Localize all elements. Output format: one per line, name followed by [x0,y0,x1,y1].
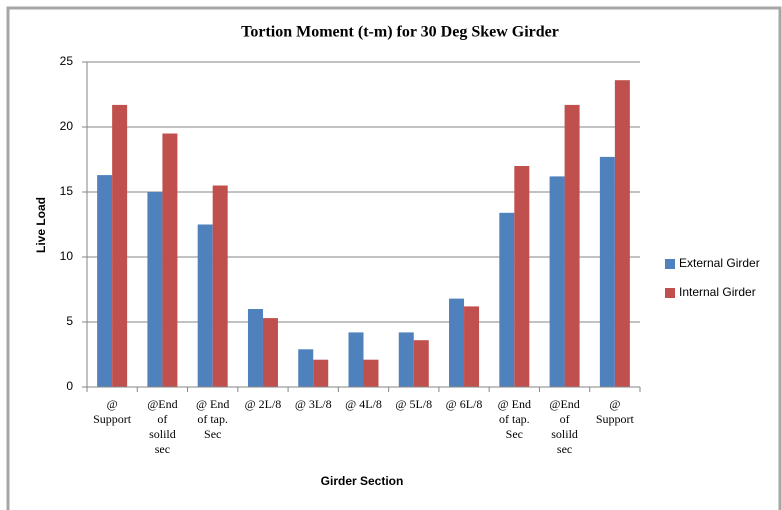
bar [212,185,228,387]
bar [298,349,314,387]
chart-frame [6,6,782,510]
bar [247,309,263,387]
x-tick-label: @ End of tap. Sec [498,397,531,441]
bar [449,298,465,387]
bar [499,212,515,387]
x-axis-label: Girder Section [321,474,404,488]
y-tick-label: 15 [60,184,74,198]
y-tick-label: 25 [60,54,74,68]
bar [162,133,178,387]
bar [348,332,364,387]
bar [363,359,379,387]
x-tick-label: @ Support [596,397,635,426]
x-tick-label: @ Support [93,397,132,426]
x-tick-label: @ 5L/8 [395,397,432,411]
x-tick-label: @ 4L/8 [345,397,382,411]
chart-title: Tortion Moment (t-m) for 30 Deg Skew Gir… [241,24,559,41]
bar [97,175,113,387]
y-tick-label: 20 [60,119,74,133]
legend-label: Internal Girder [679,285,756,299]
bar [599,156,615,387]
bar [112,104,128,388]
x-tick-label: @ 6L/8 [446,397,483,411]
legend-label: External Girder [679,256,760,270]
x-tick-label: @ 2L/8 [245,397,282,411]
x-tick-label: @ End of tap. Sec [196,397,229,441]
bar [549,176,565,387]
x-tick-label: @End of solild sec [549,397,579,456]
bar [313,359,329,387]
bar [614,80,630,387]
x-tick-label: @ 3L/8 [295,397,332,411]
bar [398,332,414,387]
bar [147,192,163,387]
bar [413,340,429,387]
legend-swatch [665,259,675,269]
y-tick-label: 10 [60,249,74,263]
bar [564,104,580,388]
y-axis-label: Live Load [34,197,48,253]
x-tick-label: @End of solild sec [147,397,177,456]
y-tick-label: 0 [66,379,73,393]
bar [197,224,213,387]
y-tick-label: 5 [66,314,73,328]
bar [514,166,530,387]
bar [464,306,480,387]
bar [262,318,278,387]
legend-swatch [665,288,675,298]
